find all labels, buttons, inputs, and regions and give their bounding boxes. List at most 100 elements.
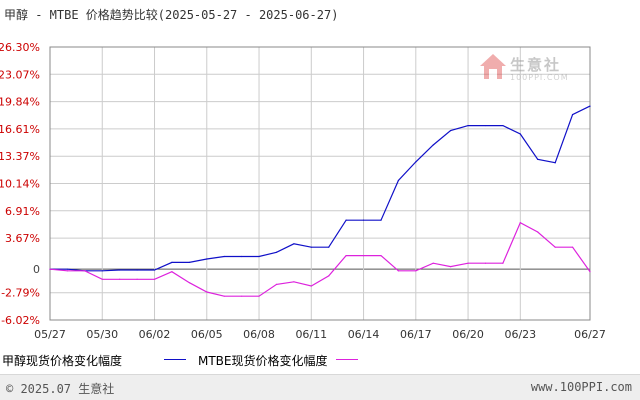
- data-point: [345, 255, 347, 257]
- data-point: [136, 269, 138, 271]
- data-point: [101, 278, 103, 280]
- data-point: [310, 246, 312, 248]
- x-tick-label: 06/17: [400, 328, 432, 341]
- watermark-text: 生意社: [510, 56, 562, 74]
- data-point: [484, 262, 487, 264]
- footer-bar: © 2025.07 生意社 www.100PPI.com: [0, 374, 640, 400]
- data-point: [258, 255, 260, 258]
- series-line-1: [50, 105, 591, 272]
- data-point: [571, 246, 574, 248]
- data-point: [362, 255, 365, 257]
- data-point: [310, 285, 312, 287]
- y-tick-label: 26.30%: [0, 41, 40, 54]
- data-point: [275, 251, 278, 253]
- x-tick-label: 06/14: [348, 328, 380, 341]
- data-point: [328, 246, 330, 248]
- data-point: [153, 269, 156, 271]
- data-point: [502, 124, 504, 127]
- y-tick-label: 10.14%: [0, 178, 40, 191]
- data-point: [171, 261, 173, 263]
- data-point: [119, 269, 121, 271]
- x-tick-label: 06/11: [295, 328, 327, 341]
- house-logo-icon: [480, 54, 506, 79]
- y-tick-label: 13.37%: [0, 150, 40, 163]
- footer-website-link[interactable]: www.100PPI.com: [530, 380, 632, 394]
- data-point: [502, 262, 504, 264]
- data-point: [188, 282, 190, 284]
- data-point: [519, 222, 521, 224]
- plot-frame: [49, 46, 591, 321]
- chart-title: 甲醇 - MTBE 价格趋势比较(2025-05-27 - 2025-06-27…: [4, 8, 339, 22]
- data-point: [258, 295, 260, 297]
- data-point: [571, 113, 574, 116]
- legend-label-series-2: MTBE现货价格变化幅度: [198, 354, 328, 368]
- data-point: [537, 231, 539, 233]
- series-line-2: [49, 221, 591, 297]
- data-point: [589, 105, 591, 107]
- y-tick-label: 0: [33, 263, 40, 276]
- data-point: [136, 278, 138, 280]
- data-point: [328, 275, 330, 277]
- x-tick-labels: 05/27 05/30 06/02 06/05 06/08 06/11 06/14 06/17…: [34, 328, 606, 341]
- legend-swatch-series-2: [336, 359, 358, 360]
- data-point: [415, 270, 417, 272]
- data-point: [293, 281, 295, 283]
- data-point: [380, 219, 382, 221]
- data-point: [66, 268, 69, 270]
- y-tick-label: 23.07%: [0, 68, 40, 81]
- data-point: [101, 270, 103, 272]
- y-tick-label: 19.84%: [0, 96, 40, 109]
- x-tick-label: 06/27: [574, 328, 606, 341]
- legend-swatch-series-1: [164, 359, 186, 360]
- data-point: [432, 144, 434, 146]
- data-point: [484, 124, 487, 127]
- data-point: [554, 246, 556, 248]
- footer-copyright: © 2025.07 生意社: [6, 382, 115, 396]
- data-point: [223, 255, 225, 258]
- x-tick-label: 05/27: [34, 328, 66, 341]
- data-point: [241, 255, 243, 258]
- x-tick-label: 05/30: [86, 328, 118, 341]
- data-point: [554, 162, 556, 164]
- x-tick-label: 06/20: [452, 328, 484, 341]
- data-point: [206, 291, 208, 293]
- data-point: [293, 243, 295, 245]
- data-point: [119, 278, 121, 280]
- data-point: [519, 133, 521, 135]
- y-tick-label: -2.79%: [1, 287, 40, 300]
- y-tick-label: 16.61%: [0, 123, 40, 136]
- data-point: [153, 278, 156, 280]
- data-point: [450, 266, 452, 268]
- data-point: [223, 295, 225, 297]
- data-point: [49, 268, 51, 270]
- data-point: [206, 258, 208, 260]
- data-point: [188, 261, 190, 263]
- y-tick-label: 3.67%: [5, 232, 40, 245]
- data-point: [66, 270, 69, 272]
- legend-label-series-1: 甲醇现货价格变化幅度: [2, 354, 123, 368]
- data-point: [241, 295, 243, 297]
- data-point: [415, 161, 417, 163]
- watermark-logo: 生意社 100PPI.COM: [478, 52, 578, 92]
- data-point: [432, 262, 434, 264]
- data-point: [275, 283, 278, 285]
- data-point: [171, 271, 173, 273]
- y-tick-labels: 26.30% 23.07% 19.84% 16.61% 13.37% 10.14% 6.91…: [0, 41, 40, 327]
- x-tick-label: 06/05: [191, 328, 223, 341]
- y-tick-label: 6.91%: [5, 205, 40, 218]
- data-point: [537, 158, 539, 160]
- data-point: [84, 270, 86, 272]
- data-point: [362, 219, 365, 221]
- y-tick-label: -6.02%: [1, 314, 40, 327]
- data-point: [397, 270, 399, 272]
- x-tick-label: 06/23: [504, 328, 536, 341]
- data-point: [380, 255, 382, 257]
- series-lines: [49, 105, 591, 297]
- data-point: [467, 262, 469, 264]
- data-point: [589, 271, 591, 273]
- data-point: [397, 179, 399, 182]
- watermark-subtext: 100PPI.COM: [510, 73, 569, 82]
- axes: [49, 46, 591, 321]
- x-tick-label: 06/02: [139, 328, 171, 341]
